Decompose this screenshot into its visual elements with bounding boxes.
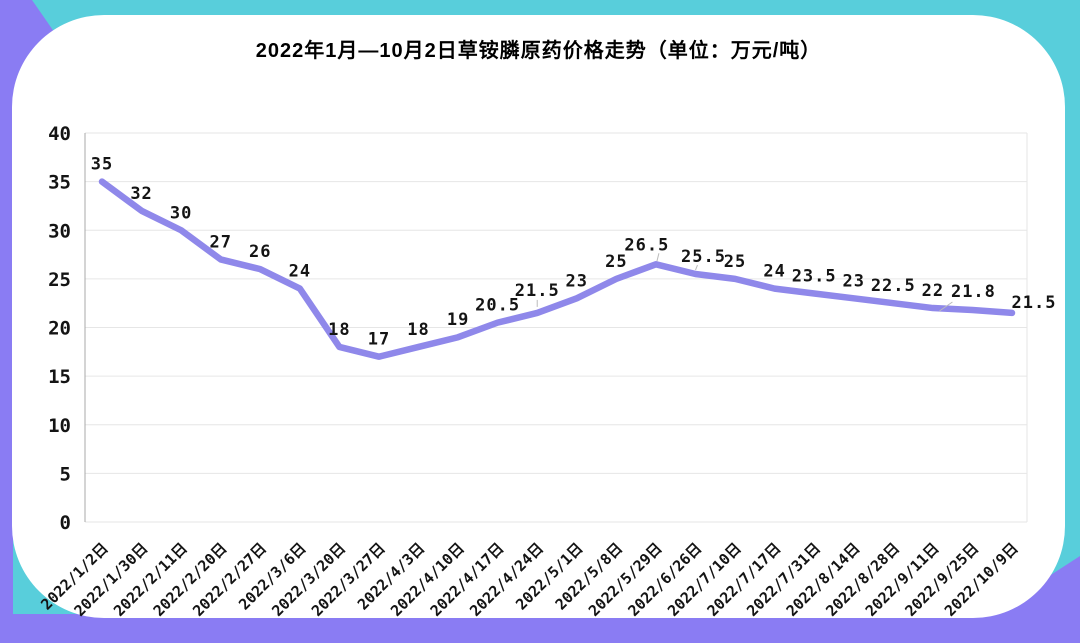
data-label: 26 xyxy=(249,242,271,262)
y-axis-label: 5 xyxy=(60,463,71,485)
y-axis-label: 0 xyxy=(60,512,71,534)
data-label: 25 xyxy=(724,252,746,272)
chart-title: 2022年1月—10月2日草铵膦原药价格走势（单位：万元/吨） xyxy=(255,40,822,62)
y-axis-label: 35 xyxy=(48,172,71,194)
data-label: 24 xyxy=(763,262,785,282)
data-label: 23.5 xyxy=(792,266,837,286)
data-label: 21.5 xyxy=(1012,293,1057,313)
data-label: 18 xyxy=(328,320,350,340)
data-label: 19 xyxy=(447,310,469,330)
data-label: 32 xyxy=(130,184,152,204)
y-axis-label: 40 xyxy=(48,123,71,145)
purple-bottom-band xyxy=(0,614,1080,643)
purple-left-strip xyxy=(0,0,13,643)
data-label: 24 xyxy=(289,262,311,282)
chart-card xyxy=(12,15,1065,618)
y-axis-label: 30 xyxy=(48,220,71,242)
data-label: 20.5 xyxy=(475,296,520,316)
price-line xyxy=(98,178,1016,360)
data-label: 27 xyxy=(209,232,231,252)
data-label: 35 xyxy=(91,155,113,175)
data-label: 22 xyxy=(922,281,944,301)
y-axis-label: 20 xyxy=(48,318,71,340)
data-label: 30 xyxy=(170,203,192,223)
label-leader-line xyxy=(939,301,953,312)
data-label: 22.5 xyxy=(871,276,916,296)
data-label: 25.5 xyxy=(681,247,726,267)
data-label: 23 xyxy=(566,271,588,291)
data-label: 21.8 xyxy=(951,282,996,302)
data-label: 25 xyxy=(605,252,627,272)
data-label: 26.5 xyxy=(624,235,669,255)
y-axis-label: 10 xyxy=(48,415,71,437)
y-axis-label: 15 xyxy=(48,366,71,388)
data-label: 18 xyxy=(407,320,429,340)
label-leader-line xyxy=(656,253,660,262)
data-label: 23 xyxy=(842,271,864,291)
y-axis-label: 25 xyxy=(48,269,71,291)
data-label: 17 xyxy=(368,330,390,350)
label-leader-line xyxy=(695,264,698,271)
data-label: 21.5 xyxy=(515,281,560,301)
